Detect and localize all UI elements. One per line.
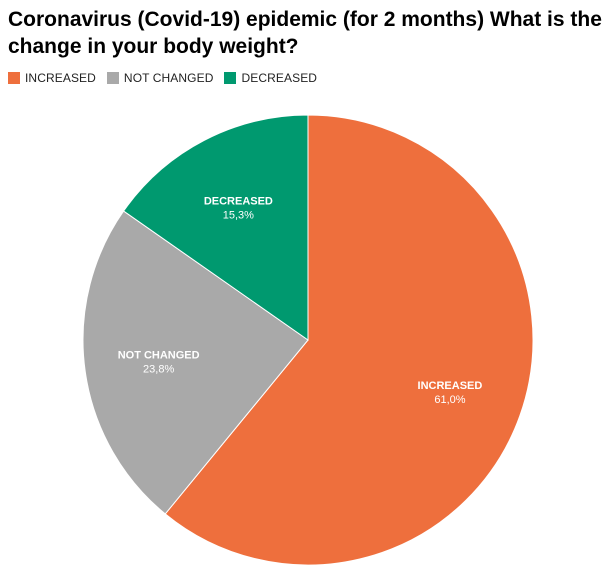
chart-title: Coronavirus (Covid-19) epidemic (for 2 m… — [8, 8, 602, 58]
slice-value-decreased: 15,3% — [223, 209, 254, 221]
legend-item-not-changed: NOT CHANGED — [106, 71, 214, 85]
pie-slice-decreased — [122, 114, 309, 341]
legend-label-increased: INCREASED — [25, 71, 96, 85]
legend-swatch-increased — [8, 72, 20, 84]
legend-label-not-changed: NOT CHANGED — [123, 71, 214, 85]
chart-legend: INCREASED NOT CHANGED DECREASED — [8, 71, 328, 85]
slice-value-not-changed: 23,8% — [143, 364, 174, 376]
slice-value-increased: 61,0% — [434, 394, 465, 406]
legend-item-increased: INCREASED — [8, 71, 96, 85]
legend-item-decreased: DECREASED — [224, 71, 317, 85]
slice-label-decreased: DECREASED — [204, 195, 273, 207]
legend-swatch-decreased — [224, 72, 237, 84]
legend-label-decreased: DECREASED — [241, 71, 318, 85]
legend-swatch-not-changed — [106, 72, 119, 84]
pie-slice-not-changed — [82, 210, 309, 515]
slice-label-increased: INCREASED — [418, 380, 483, 392]
pie-slice-increased — [164, 114, 534, 566]
slice-label-not-changed: NOT CHANGED — [118, 350, 200, 362]
